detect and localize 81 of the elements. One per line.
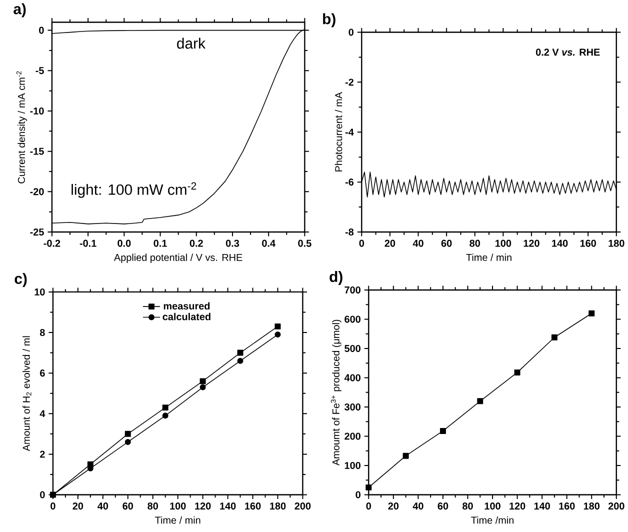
x-tick-label: 100 <box>170 502 186 510</box>
x-tick-label: 80 <box>148 502 158 510</box>
y-tick-label: 6 <box>40 370 45 377</box>
y-tick-label: 2 <box>40 450 45 458</box>
x-tick-label: 40 <box>412 240 424 247</box>
y-tick-label: 4 <box>40 410 46 418</box>
x-tick-label: 140 <box>220 502 236 510</box>
x-tick-label: 40 <box>98 502 108 510</box>
y-tick-label: -25 <box>30 228 44 236</box>
x-axis-title: Applied potential / V vs. RHE <box>114 254 242 264</box>
annotation: light: 100 mW cm$^{-2}$ <box>72 182 196 198</box>
y-tick-label: -8 <box>345 228 354 236</box>
x-tick-label: 140 <box>552 240 568 247</box>
x-tick-label: 120 <box>510 502 526 510</box>
x-tick-label: 160 <box>559 502 575 510</box>
x-tick-label: 0.1 <box>154 240 167 247</box>
x-tick-label: 60 <box>438 502 448 510</box>
y-axis-title: Amount of H$_{2}$ evolved / ml <box>22 336 32 452</box>
y-tick-label: -15 <box>30 148 44 155</box>
x-tick-label: 20 <box>388 502 399 510</box>
annotation: 0.2 V vs. RHE <box>536 48 600 56</box>
y-tick-label: -2 <box>345 78 354 86</box>
x-tick-label: -0.1 <box>80 240 96 247</box>
y-tick-label: 0 <box>356 491 360 498</box>
x-tick-label: 0.5 <box>298 240 312 247</box>
x-tick-label: 180 <box>584 502 600 510</box>
y-tick-label: 300 <box>344 404 360 411</box>
x-tick-label: 80 <box>470 240 480 247</box>
x-tick-label: 0.3 <box>226 240 240 247</box>
x-tick-label: 200 <box>608 502 624 510</box>
x-tick-label: 0.4 <box>262 240 276 247</box>
legend-label: calculated <box>162 313 210 320</box>
x-tick-label: 160 <box>245 502 261 510</box>
chart-title: a) <box>14 3 26 18</box>
x-axis-title: Time /min <box>471 516 514 524</box>
x-tick-label: 0 <box>50 502 56 510</box>
y-tick-label: 700 <box>344 286 360 294</box>
x-tick-label: 60 <box>441 240 452 247</box>
x-tick-label: 20 <box>72 502 84 510</box>
y-tick-label: 600 <box>344 316 360 323</box>
y-tick-label: -10 <box>30 108 44 115</box>
y-axis-title: Amoumt of Fe$^{3+}$ produced (μmol) <box>330 320 342 466</box>
x-tick-label: 0 <box>366 502 371 510</box>
y-tick-label: 500 <box>344 345 360 352</box>
y-tick-label: -6 <box>345 178 354 186</box>
x-tick-label: 100 <box>484 502 500 510</box>
x-axis-title: Time / min <box>155 516 200 524</box>
x-tick-label: 40 <box>412 502 424 510</box>
y-tick-label: 0 <box>40 491 45 498</box>
x-tick-label: 120 <box>195 502 211 510</box>
y-tick-label: 0 <box>348 28 354 36</box>
x-tick-label: 160 <box>580 240 596 247</box>
x-tick-label: 100 <box>495 240 512 247</box>
x-tick-label: 180 <box>270 502 286 510</box>
y-tick-label: -4 <box>345 128 354 136</box>
chart-title: d) <box>330 271 342 286</box>
x-tick-label: 0.0 <box>118 240 131 247</box>
x-tick-label: 0.2 <box>190 240 203 247</box>
y-tick-label: -20 <box>30 188 44 196</box>
y-tick-label: 100 <box>344 462 360 470</box>
y-tick-label: 8 <box>40 329 45 336</box>
annotation: dark <box>177 38 206 49</box>
x-tick-label: -0.2 <box>44 240 60 247</box>
legend-label: measured <box>164 302 210 310</box>
chart-title: b) <box>323 13 336 28</box>
y-tick-label: 400 <box>344 374 360 382</box>
y-tick-label: 10 <box>34 288 45 296</box>
x-tick-label: 80 <box>462 502 473 510</box>
y-axis-title: Current density / mA cm$^{-2}$ <box>16 71 27 184</box>
x-axis-title: Time / min <box>466 254 512 262</box>
y-tick-label: 0 <box>39 26 44 34</box>
x-tick-label: 140 <box>534 502 550 510</box>
x-tick-label: 200 <box>294 502 311 510</box>
y-tick-label: -5 <box>36 67 44 74</box>
x-tick-label: 60 <box>122 502 134 510</box>
y-tick-label: 200 <box>344 432 360 440</box>
y-axis-title: Photocurrent / mA <box>334 92 342 172</box>
x-tick-label: 20 <box>384 240 396 247</box>
chart-title: c) <box>14 273 27 288</box>
x-tick-label: 180 <box>608 240 624 247</box>
x-tick-label: 120 <box>524 240 540 247</box>
